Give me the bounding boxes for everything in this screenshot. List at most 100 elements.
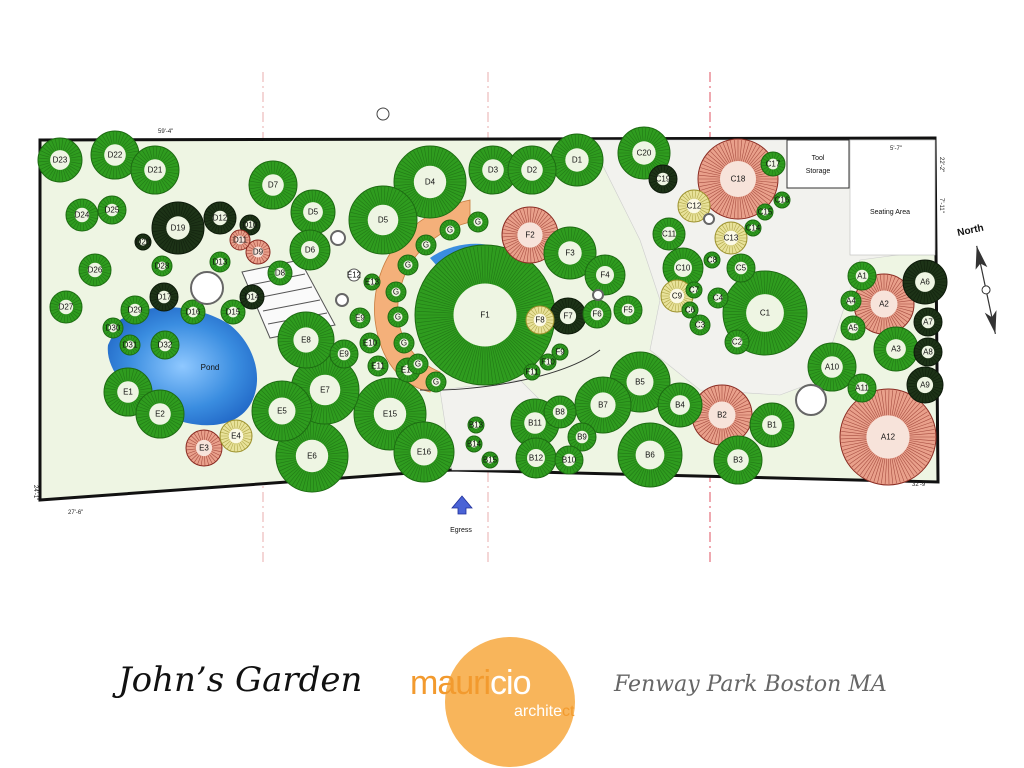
- tree-label: G: [475, 218, 481, 227]
- tree-label: E4: [231, 432, 241, 441]
- tree-label: D30: [106, 324, 121, 333]
- tree-label: G: [401, 339, 407, 348]
- tree-d3: D3: [468, 145, 518, 195]
- tree-label: D26: [88, 266, 103, 275]
- tree-d26: D26: [78, 253, 112, 287]
- north-arrow-icon: [975, 245, 997, 335]
- seating-area: [849, 139, 936, 256]
- tree-b10: B10: [554, 445, 584, 475]
- dim-left: 24'-1": [32, 485, 38, 500]
- egress-label: Egress: [450, 527, 472, 534]
- dim-right-b: 7'-11": [938, 198, 944, 213]
- tree-d4: D4: [393, 145, 467, 219]
- tree-g: G: [393, 332, 415, 354]
- tree-label: D19: [171, 224, 186, 233]
- tree-label: A10: [825, 363, 840, 372]
- boulders: [190, 107, 827, 416]
- tree-label: F5: [623, 306, 633, 315]
- tree-e5: E5: [251, 380, 313, 442]
- boulder: [592, 289, 604, 301]
- logo-circle: [445, 637, 575, 767]
- boulder: [335, 293, 349, 307]
- tree-label: D13: [213, 258, 228, 267]
- tree-e9: E9: [329, 339, 359, 369]
- tree-b13: B13: [467, 416, 485, 434]
- egress-arrow-icon: [451, 495, 473, 515]
- tree-g: G: [439, 219, 461, 241]
- tree-b1: B1: [749, 402, 795, 448]
- tree-label: B11: [528, 419, 542, 428]
- tree-label: C17: [766, 160, 781, 169]
- tree-label: E2: [155, 410, 165, 419]
- tree-a3: A3: [873, 326, 919, 372]
- tree-label: D10: [243, 221, 258, 230]
- tree-c14: C14: [744, 219, 762, 237]
- tree-e8: E8: [277, 311, 335, 369]
- tool-storage: [786, 139, 850, 189]
- tool-storage-label-1: Tool: [812, 155, 825, 162]
- tree-label: A2: [879, 300, 889, 309]
- tree-f8: F8: [525, 305, 555, 335]
- tree-label: E8: [301, 336, 311, 345]
- tree-label: B2: [717, 411, 727, 420]
- logo-name-part1: mauri: [410, 664, 491, 702]
- tree-label: A5: [848, 324, 858, 333]
- tree-c7: C7: [685, 281, 703, 299]
- tree-b3: B3: [713, 435, 763, 485]
- tree-c8: C8: [703, 251, 721, 269]
- tree-d17: D17: [149, 282, 179, 312]
- tree-label: C4: [713, 294, 724, 303]
- tree-label: E6: [307, 452, 317, 461]
- tree-c17: C17: [760, 151, 786, 177]
- tree-label: E15: [383, 410, 398, 419]
- tree-a10: A10: [807, 342, 857, 392]
- tree-a11: A11: [847, 373, 877, 403]
- tree-label: D16: [186, 308, 201, 317]
- tree-c3: C3: [689, 314, 711, 336]
- tree-e4: E4: [219, 419, 253, 453]
- tree-label: F2: [525, 231, 535, 240]
- tree-label: D15: [226, 308, 241, 317]
- tree-label: D9: [253, 248, 264, 257]
- tree-label: D3: [488, 166, 499, 175]
- tree-d21: D21: [130, 145, 180, 195]
- tree-b14: B14: [465, 435, 483, 453]
- tree-b6: B6: [617, 422, 683, 488]
- tree-label: E11: [371, 362, 385, 371]
- tree-label: D23: [53, 156, 68, 165]
- tree-label: B13: [469, 421, 484, 430]
- tree-label: D12: [213, 214, 228, 223]
- tree-label: E3: [199, 444, 209, 453]
- tree-c5: C5: [726, 253, 756, 283]
- dim-right-a: 22'-2": [938, 157, 944, 172]
- tree-g: G: [397, 254, 419, 276]
- dim-top-right: 5'-7": [890, 146, 902, 152]
- tree-label: B6: [645, 451, 655, 460]
- tree-g: G: [415, 234, 437, 256]
- tree-c13: C13: [714, 221, 748, 255]
- tree-d5: D5: [348, 185, 418, 255]
- tree-label: C12: [687, 202, 702, 211]
- tree-label: G: [415, 360, 421, 369]
- tree-label: D21: [148, 166, 163, 175]
- seating-area-label: Seating Area: [870, 209, 910, 216]
- tree-d23: D23: [37, 137, 83, 183]
- tree-d11: D11: [229, 229, 251, 251]
- tree-g: G: [425, 371, 447, 393]
- tree-a4: A4: [840, 290, 862, 312]
- pond-label: Pond: [201, 363, 220, 372]
- tree-label: C6: [685, 306, 696, 315]
- tree-d2: D2: [507, 145, 557, 195]
- tree-label: E12: [347, 271, 362, 280]
- tree-e16: E16: [393, 421, 455, 483]
- garden-title: John’s Garden: [118, 660, 363, 700]
- tree-label: C8: [707, 256, 718, 265]
- garden-plan: Tool Storage Seating Area Pond F1 A12 C1 C1…: [32, 72, 997, 565]
- tree-b12: B12: [515, 437, 557, 479]
- tree-f5: F5: [613, 295, 643, 325]
- north-label: North: [956, 223, 984, 239]
- tree-label: D20: [136, 238, 151, 247]
- tree-label: E14: [401, 366, 416, 375]
- tree-label: F8: [535, 316, 545, 325]
- tree-label: B9: [577, 433, 587, 442]
